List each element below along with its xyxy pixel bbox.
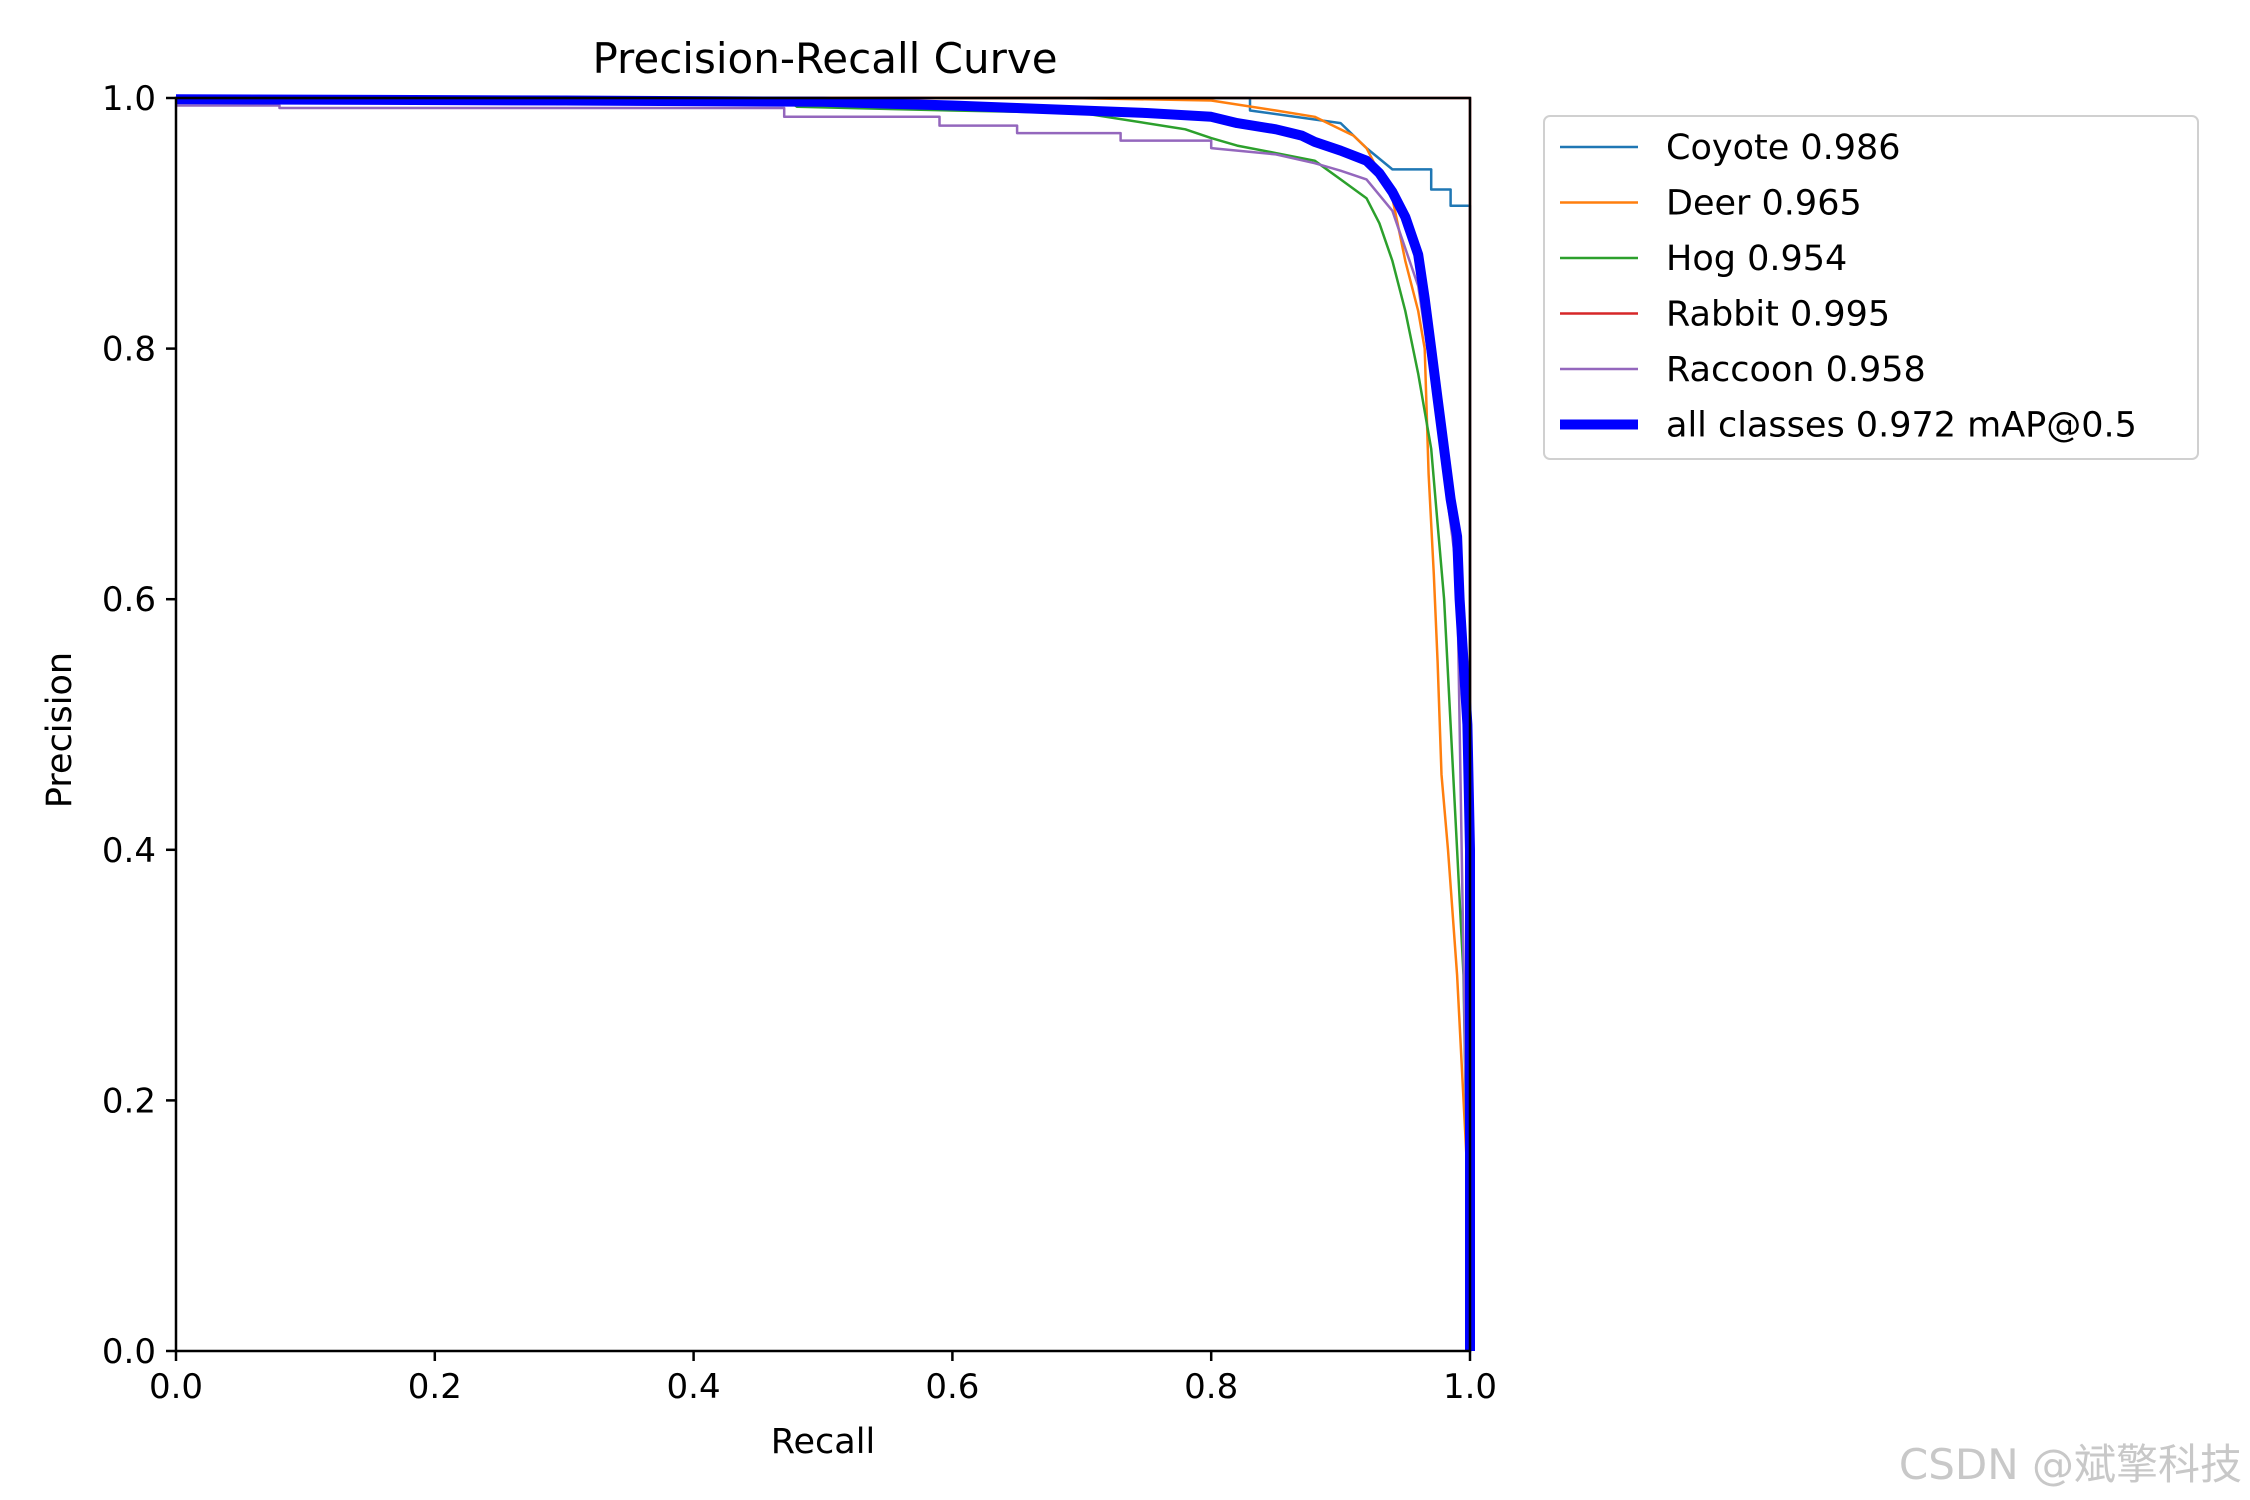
y-tick-label: 0.4 <box>102 831 156 871</box>
x-tick-label: 0.4 <box>667 1367 721 1407</box>
legend: Coyote 0.986 Deer 0.965 Hog 0.954 Rabbit 0.… <box>1543 115 2199 460</box>
y-tick-label: 0.8 <box>102 330 156 370</box>
x-tick-label: 0.8 <box>1184 1367 1238 1407</box>
y-tick-label: 0.6 <box>102 580 156 620</box>
series-line-5 <box>175 94 1475 1351</box>
series-line-4 <box>176 104 1472 1352</box>
y-tick-label: 1.0 <box>102 79 156 119</box>
x-tick-label: 0.2 <box>408 1367 462 1407</box>
x-axis-label: Recall <box>771 1422 875 1462</box>
x-tick-label: 0.6 <box>925 1367 979 1407</box>
series-line-3 <box>176 96 1472 1351</box>
legend-box <box>1543 115 2199 460</box>
y-axis-ticks: 0.0 0.2 0.4 0.6 0.8 1.0 <box>102 79 176 1372</box>
chart-title: Precision-Recall Curve <box>592 34 1057 83</box>
legend-label-5: all classes 0.972 mAP@0.5 <box>1666 406 2137 446</box>
series-line-2 <box>176 96 1472 1352</box>
y-tick-label: 0.2 <box>102 1081 156 1121</box>
plot-frame <box>174 96 1472 1353</box>
legend-label-3: Rabbit 0.995 <box>1666 295 1890 335</box>
legend-label-0: Coyote 0.986 <box>1666 128 1901 168</box>
y-axis-label: Precision <box>40 652 80 808</box>
plot-lines <box>175 94 1475 1352</box>
x-tick-label: 1.0 <box>1443 1367 1497 1407</box>
x-axis-ticks: 0.0 0.2 0.4 0.6 0.8 1.0 <box>149 1351 1497 1407</box>
series-line-1 <box>176 96 1472 1351</box>
legend-label-4: Raccoon 0.958 <box>1666 350 1926 390</box>
watermark: CSDN @斌擎科技 <box>1898 1440 2242 1489</box>
legend-label-2: Hog 0.954 <box>1666 239 1847 279</box>
legend-label-1: Deer 0.965 <box>1666 184 1862 224</box>
x-tick-label: 0.0 <box>149 1367 203 1407</box>
y-tick-label: 0.0 <box>102 1332 156 1372</box>
series-line-0 <box>176 96 1472 1351</box>
